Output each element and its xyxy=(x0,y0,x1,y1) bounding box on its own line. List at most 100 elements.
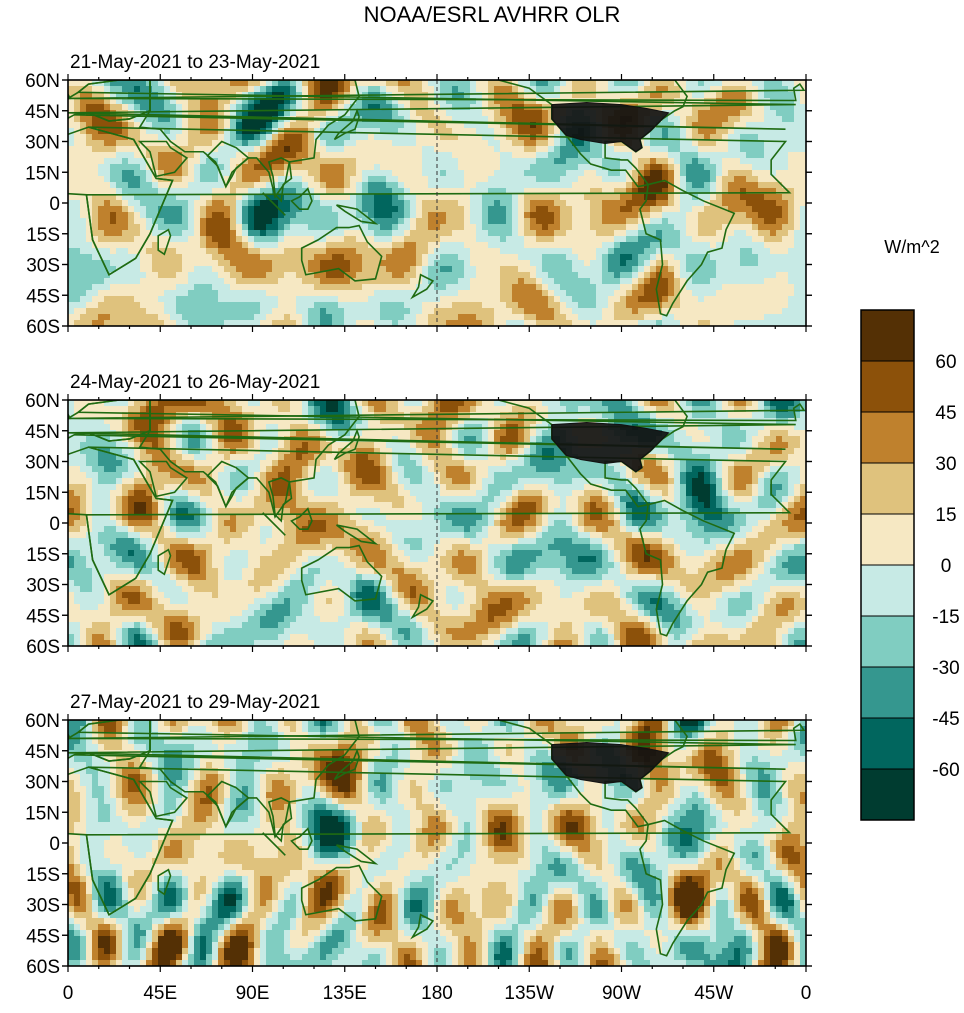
lat-tick-label: 15S xyxy=(26,225,60,246)
colorbar-label: -60 xyxy=(932,760,959,781)
coastline-japan xyxy=(333,748,360,781)
colorbar-label: 0 xyxy=(941,556,952,577)
lat-tick-label: 60S xyxy=(26,957,60,978)
coastline-newguinea xyxy=(336,844,379,865)
colorbar: 60 45 30 15 0 -15 -30 -45 -60 xyxy=(860,309,960,821)
map-panel: 27-May-2021 to 29-May-2021 60N 45N 30N 15N 0 1… xyxy=(25,692,812,978)
coastline-sumatra xyxy=(262,192,286,216)
lat-tick-label: 30S xyxy=(26,896,60,917)
coastline-asia xyxy=(138,400,360,519)
coastline-borneo xyxy=(290,507,313,530)
colorbar-swatch xyxy=(860,309,915,362)
coastline-southamerica xyxy=(639,819,736,957)
coastline-africa-wrap xyxy=(68,126,174,276)
coastline-europe-wrap xyxy=(68,720,151,762)
lat-tick-label: 15N xyxy=(25,483,60,504)
coastline-borneo xyxy=(290,187,313,210)
coastline-europe-wrap xyxy=(68,400,151,442)
coastline-australia xyxy=(300,224,383,282)
olr-anomaly-field xyxy=(68,80,806,326)
coastline-indochina xyxy=(267,797,293,843)
lat-tick-label: 60N xyxy=(25,391,60,412)
colorbar-swatch xyxy=(860,768,915,821)
coastline-arabia xyxy=(137,460,189,498)
coastline-newguinea xyxy=(336,524,379,545)
lon-tick-label: 45E xyxy=(143,983,177,1004)
coastline-arabia xyxy=(137,140,189,178)
coastline-asia xyxy=(138,720,360,839)
colorbar-swatch xyxy=(860,462,915,515)
lat-tick-label: 45S xyxy=(26,606,60,627)
coastline-sumatra xyxy=(262,512,286,536)
lon-tick-label: 180 xyxy=(421,983,453,1004)
coastline-japan xyxy=(333,108,360,141)
colorbar-swatch xyxy=(860,564,915,617)
lon-tick-label: 45W xyxy=(694,983,733,1004)
coastlines xyxy=(68,80,806,317)
coastline-india xyxy=(206,140,250,189)
colorbar-frame xyxy=(860,309,915,821)
panel-label: 27-May-2021 to 29-May-2021 xyxy=(70,692,320,713)
lon-tick-label: 0 xyxy=(63,983,74,1004)
panel-label: 24-May-2021 to 26-May-2021 xyxy=(70,372,320,393)
coastline-asia xyxy=(138,80,360,199)
coastline-japan xyxy=(333,428,360,461)
map-panel: 21-May-2021 to 23-May-2021 60N 45N 30N 15N 0 1… xyxy=(25,52,812,338)
coastline-europe-wrap xyxy=(68,80,151,122)
olr-anomaly-field xyxy=(68,720,806,966)
coastline-southamerica xyxy=(639,179,736,317)
colorbar-label: -15 xyxy=(932,607,959,628)
coastline-uk xyxy=(70,402,806,422)
us-state-boundaries xyxy=(551,742,670,793)
coastline-india xyxy=(206,780,250,829)
panel-label: 21-May-2021 to 23-May-2021 xyxy=(70,52,320,73)
lon-tick-label: 135E xyxy=(323,983,367,1004)
lat-tick-label: 30S xyxy=(26,256,60,277)
olr-anomaly-field xyxy=(68,400,806,646)
lat-tick-label: 15S xyxy=(26,865,60,886)
lat-tick-label: 30N xyxy=(25,133,60,154)
lat-tick-label: 60S xyxy=(26,637,60,658)
colorbar-label: 60 xyxy=(935,352,956,373)
coastline-australia xyxy=(300,544,383,602)
colorbar-label: 45 xyxy=(935,403,956,424)
lat-tick-label: 45N xyxy=(25,742,60,763)
map-panels: 21-May-2021 to 23-May-2021 60N 45N 30N 15N 0 1… xyxy=(25,52,812,978)
lon-tick-label: 135W xyxy=(504,983,554,1004)
colorbar-swatch xyxy=(860,513,915,566)
colorbar-swatch xyxy=(860,717,915,770)
coastline-uk xyxy=(70,722,806,742)
coastline-nz xyxy=(410,593,435,620)
colorbar-swatch xyxy=(860,411,915,464)
longitude-axis: 0 45E 90E 135E 180 135W 90W 45W 0 xyxy=(63,983,812,1004)
us-state-boundaries xyxy=(551,422,670,473)
us-state-boundaries xyxy=(551,102,670,153)
coastline-india xyxy=(206,460,250,509)
coastline-australia xyxy=(300,864,383,922)
coastline-madagascar xyxy=(157,868,172,896)
lat-tick-label: 60S xyxy=(26,317,60,338)
coastline-borneo xyxy=(290,827,313,850)
colorbar-units: W/m^2 xyxy=(884,237,939,257)
colorbar-label: 15 xyxy=(935,505,956,526)
lon-tick-label: 90E xyxy=(236,983,270,1004)
lon-tick-label: 0 xyxy=(801,983,812,1004)
coastline-madagascar xyxy=(157,228,172,256)
colorbar-swatch xyxy=(860,615,915,668)
coastlines xyxy=(68,720,806,957)
coastline-nz xyxy=(410,913,435,940)
coastline-sumatra xyxy=(262,832,286,856)
colorbar-label: 30 xyxy=(935,454,956,475)
coastline-africa-wrap xyxy=(68,766,174,916)
colorbar-swatch xyxy=(860,666,915,719)
lon-tick-label: 90W xyxy=(602,983,641,1004)
lat-tick-label: 30N xyxy=(25,773,60,794)
colorbar-label: -45 xyxy=(932,709,959,730)
lat-tick-label: 60N xyxy=(25,711,60,732)
coastline-indochina xyxy=(267,157,293,203)
coastline-uk xyxy=(70,82,806,102)
coastlines xyxy=(68,400,806,637)
lat-tick-label: 30S xyxy=(26,576,60,597)
lat-tick-label: 0 xyxy=(49,834,60,855)
